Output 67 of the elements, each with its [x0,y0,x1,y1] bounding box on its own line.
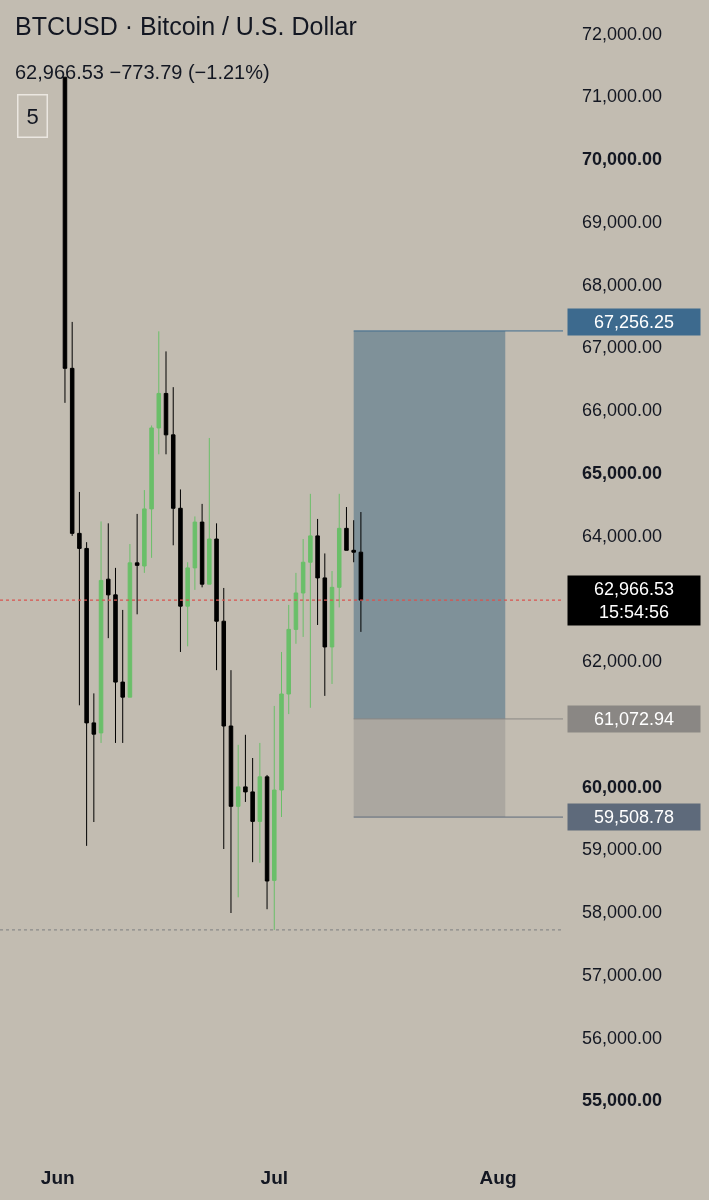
x-tick-label: Jul [260,1167,289,1188]
y-tick-label: 71,000.00 [582,86,663,107]
y-tick-label: 58,000.00 [582,902,663,923]
candlestick [264,774,270,910]
y-tick-label: 60,000.00 [582,776,663,797]
y-tick-label: 62,000.00 [582,651,663,672]
y-tick-label: 55,000.00 [582,1090,663,1111]
y-tick-label: 66,000.00 [582,400,663,421]
candlestick [344,506,349,551]
candlestick [163,350,169,455]
candlestick [199,503,205,588]
candlestick [300,538,306,638]
ref-line-label: 59,508.78 [593,807,675,827]
candlestick [279,651,284,818]
candlestick [286,604,291,715]
candlestick [120,609,125,744]
y-tick-label: 56,000.00 [582,1027,663,1048]
candlestick [358,511,364,633]
y-tick-label: 65,000.00 [582,462,663,483]
candlestick [69,321,75,537]
candlestick [329,570,335,685]
candlestick [192,515,198,591]
candlestick [77,491,82,706]
y-tick-label: 70,000.00 [582,149,663,170]
candlestick [250,757,255,863]
candlestick [214,522,219,671]
ref-line-label: 61,072.94 [593,709,675,729]
candlestick [228,669,234,914]
candlestick [293,572,299,645]
candlestick [243,734,248,803]
candlestick [98,520,104,744]
y-tick-label: 67,000.00 [582,337,663,358]
ref-line-label: 62,966.53 15:54:56 [593,579,675,623]
candlestick [207,437,212,585]
candlestick [113,567,118,744]
candlestick [351,519,356,563]
candlestick [156,330,162,455]
candlestick [315,518,320,626]
x-tick-label: Jun [40,1167,75,1188]
candlestick [221,587,227,850]
y-tick-label: 59,000.00 [582,839,663,860]
annotation: 5 [26,103,39,129]
candlestick [170,386,176,546]
candlestick [91,692,97,823]
candlestick [185,561,190,647]
y-tick-label: 69,000.00 [582,211,663,232]
candlestick [272,705,277,931]
candlestick [235,744,241,898]
candlestick [127,543,133,698]
y-tick-label: 68,000.00 [582,274,663,295]
y-tick-label: 64,000.00 [582,525,663,546]
y-tick-label: 57,000.00 [582,964,663,985]
candlestick [322,552,328,697]
candlestick [178,488,183,653]
candlestick [336,493,342,608]
candlestick [308,493,313,709]
candlestick [84,541,89,847]
candlestick [149,424,154,559]
candlestick [257,742,263,864]
ref-line-label: 67,256.25 [593,312,675,332]
x-tick-label: Aug [479,1167,517,1188]
candlestick [106,522,111,639]
candlestick [134,513,140,615]
candlestick [142,489,147,574]
y-tick-label: 72,000.00 [582,23,663,44]
text: BTCUSD · Bitcoin / U.S. Dollar [15,11,357,40]
text: 62,966.53 −773.79 (−1.21%) [15,60,270,83]
